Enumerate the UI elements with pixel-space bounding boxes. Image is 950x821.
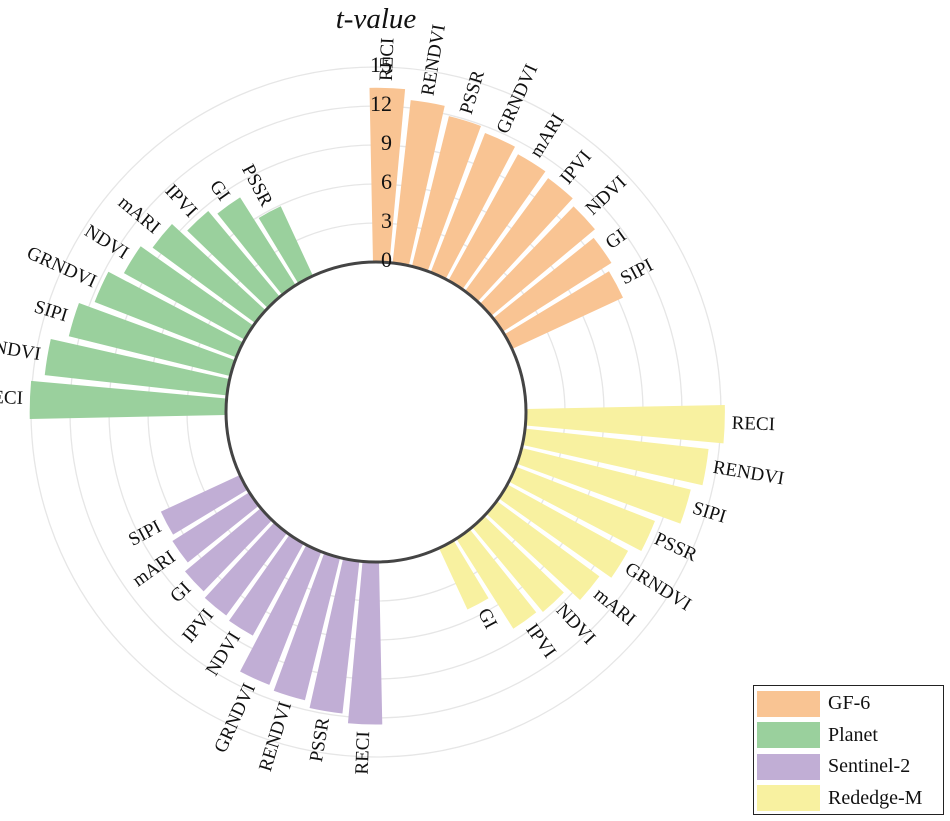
bar-planet-sipi — [68, 303, 235, 376]
bar-planet-gi — [217, 197, 296, 295]
label-gf-6-ipvi: IPVI — [556, 147, 596, 189]
bar-sentinel-2-sipi — [160, 475, 248, 535]
legend-item-planet: Planet — [757, 720, 940, 752]
label-gf-6-grndvi: GRNDVI — [493, 61, 543, 137]
bar-sentinel-2-ndvi — [229, 535, 304, 636]
legend-item-gf6: GF-6 — [757, 688, 940, 720]
label-gf-6-reci: RECI — [376, 37, 398, 81]
legend: GF-6 Planet Sentinel-2 Rededge-M — [753, 685, 944, 815]
label-planet-gi: GI — [205, 176, 234, 205]
bar-sentinel-2-rendvi — [273, 553, 340, 701]
label-sentinel-2-ipvi: IPVI — [178, 605, 218, 647]
legend-label-sentinel2: Sentinel-2 — [828, 755, 911, 778]
bar-gf-6-ipvi — [465, 178, 573, 302]
label-rededge-m-sipi: SIPI — [690, 498, 728, 528]
bar-rededge-m-mari — [486, 501, 600, 600]
label-gf-6-rendvi: RENDVI — [417, 23, 450, 97]
tick-label-6: 6 — [381, 169, 392, 194]
bar-planet-ipvi — [187, 211, 280, 308]
chart-title: t-value — [336, 3, 417, 35]
legend-swatch-rededge-m — [757, 785, 820, 812]
bar-rededge-m-grndvi — [499, 484, 629, 578]
label-planet-grndvi: GRNDVI — [24, 243, 100, 293]
label-rededge-m-gi: GI — [473, 605, 501, 633]
label-rededge-m-reci: RECI — [731, 413, 775, 435]
bar-rededge-m-reci — [525, 404, 725, 444]
bar-planet-ndvi — [123, 246, 253, 340]
label-planet-reci: RECI — [0, 387, 23, 409]
label-planet-sipi: SIPI — [32, 296, 70, 326]
bar-sentinel-2-gi — [184, 508, 272, 592]
label-gf-6-ndvi: NDVI — [582, 172, 631, 220]
bar-gf-6-sipi — [504, 271, 623, 349]
legend-label-rededge-m: Rededge-M — [828, 786, 923, 809]
bar-rededge-m-rendvi — [522, 428, 709, 486]
legend-item-sentinel2: Sentinel-2 — [757, 751, 940, 783]
tick-label-0: 0 — [381, 247, 392, 272]
bar-gf-6-ndvi — [480, 206, 595, 316]
bar-gf-6-reci — [369, 87, 406, 263]
legend-swatch-sentinel2 — [757, 753, 820, 780]
bar-rededge-m-ndvi — [472, 516, 564, 612]
label-planet-rendvi: RENDVI — [0, 333, 42, 366]
tick-label-3: 3 — [381, 208, 392, 233]
tick-label-15: 15 — [370, 52, 392, 77]
label-sentinel-2-ndvi: NDVI — [202, 628, 245, 679]
bar-sentinel-2-grndvi — [240, 545, 322, 685]
bar-rededge-m-sipi — [517, 448, 691, 524]
label-rededge-m-ndvi: NDVI — [552, 600, 600, 649]
radial-axis-ticks: 0 3 6 9 12 15 — [370, 52, 392, 272]
bars-layer — [29, 87, 725, 725]
bar-gf-6-grndvi — [430, 133, 515, 279]
bar-planet-grndvi — [94, 271, 243, 358]
bar-sentinel-2-mari — [172, 492, 259, 563]
label-gf-6-mari: mARI — [526, 110, 569, 161]
bar-sentinel-2-reci — [347, 561, 383, 725]
label-gf-6-sipi: SIPI — [617, 255, 657, 289]
label-sentinel-2-reci: RECI — [352, 731, 374, 775]
label-sentinel-2-pssr: PSSR — [306, 716, 334, 764]
legend-item-rededge-m: Rededge-M — [757, 783, 940, 815]
bar-planet-reci — [29, 380, 227, 419]
bar-sentinel-2-ipvi — [204, 522, 287, 616]
bar-rededge-m-ipvi — [456, 529, 537, 629]
bar-planet-rendvi — [44, 339, 230, 396]
tick-label-9: 9 — [381, 130, 392, 155]
label-rededge-m-pssr: PSSR — [651, 529, 700, 567]
bar-rededge-m-gi — [439, 540, 489, 610]
label-gf-6-gi: GI — [602, 225, 631, 254]
label-rededge-m-ipvi: IPVI — [521, 620, 560, 662]
label-rededge-m-rendvi: RENDVI — [711, 457, 785, 490]
label-gf-6-pssr: PSSR — [456, 68, 489, 117]
bar-gf-6-gi — [493, 237, 612, 332]
legend-label-gf6: GF-6 — [828, 692, 871, 715]
bar-planet-pssr — [258, 206, 313, 284]
legend-label-planet: Planet — [828, 723, 878, 746]
inner-baseline-circle — [224, 260, 528, 564]
legend-swatch-planet — [757, 722, 820, 749]
bar-gf-6-pssr — [412, 116, 481, 271]
label-sentinel-2-rendvi: RENDVI — [255, 699, 296, 774]
bar-gf-6-rendvi — [392, 100, 445, 266]
bar-gf-6-mari — [448, 154, 546, 289]
legend-swatch-gf6 — [757, 690, 820, 717]
label-planet-ndvi: NDVI — [81, 221, 132, 264]
bar-rededge-m-pssr — [509, 466, 655, 551]
bar-sentinel-2-pssr — [309, 558, 360, 714]
tick-label-12: 12 — [370, 91, 392, 116]
bar-planet-mari — [152, 224, 266, 323]
